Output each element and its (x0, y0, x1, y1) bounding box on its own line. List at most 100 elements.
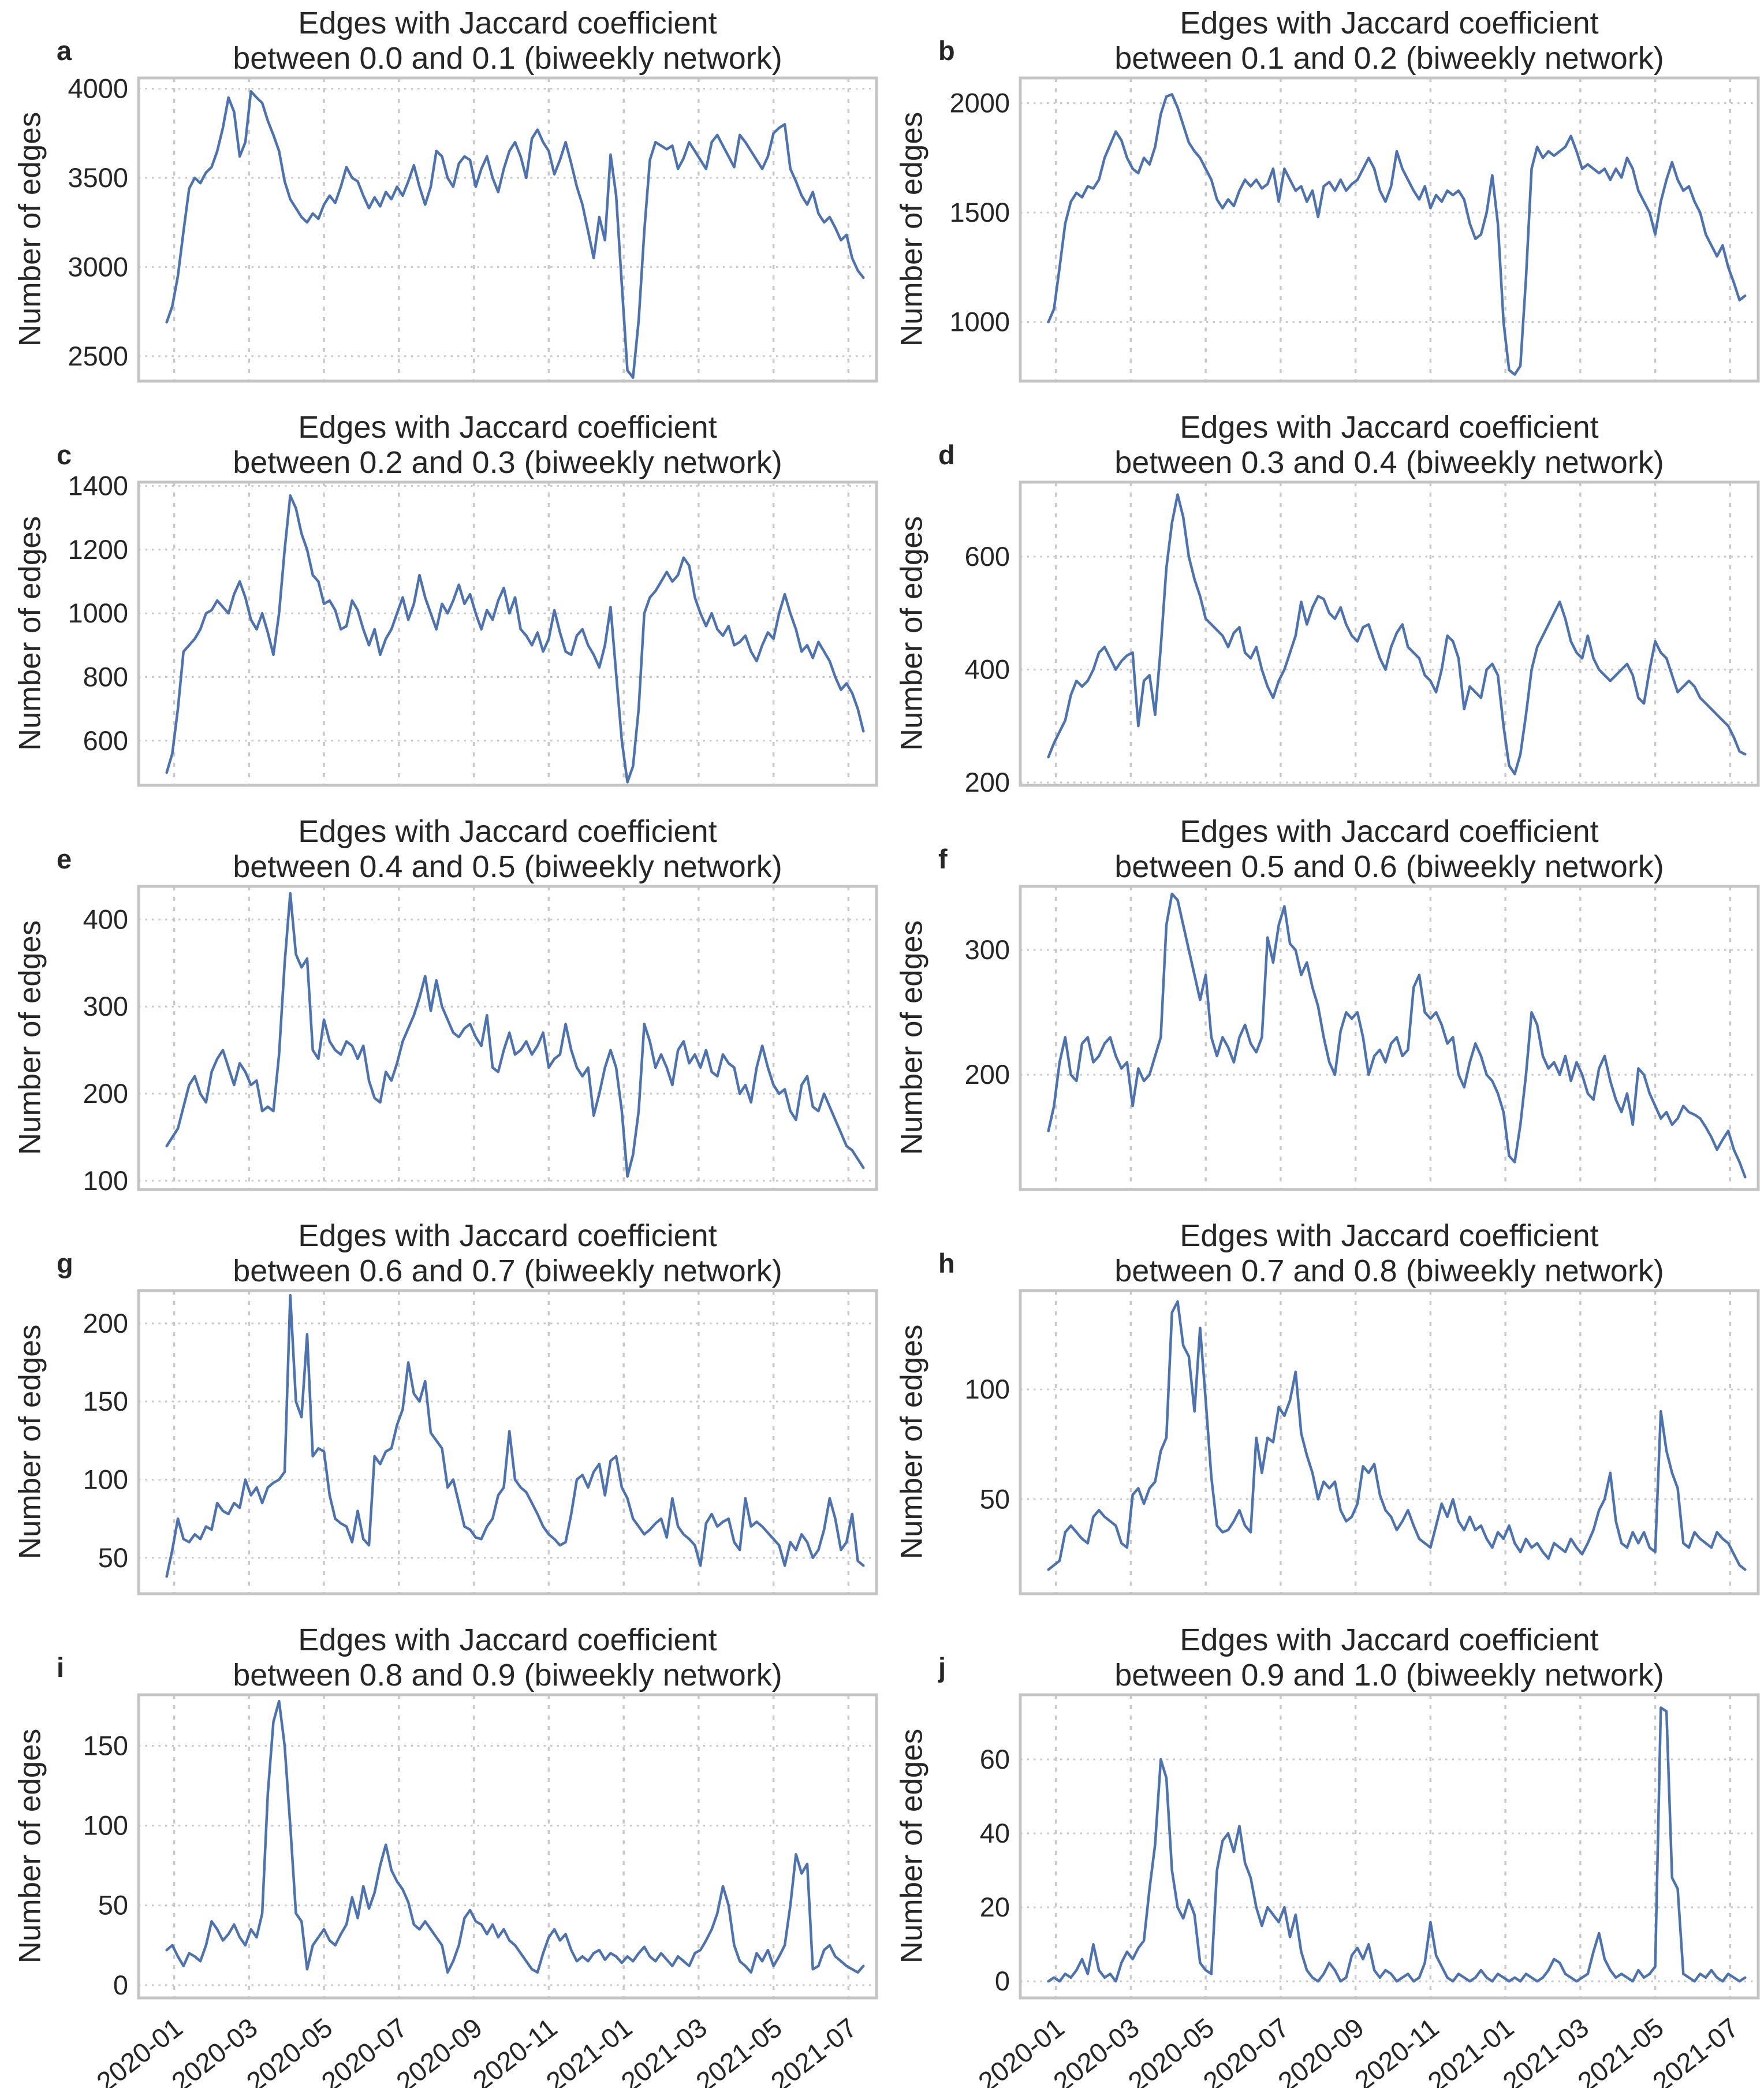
plot-border (137, 76, 878, 383)
y-tick-label: 1200 (68, 534, 128, 565)
chart-title: Edges with Jaccard coefficient between 0… (1020, 6, 1758, 76)
y-tick-label: 150 (83, 1730, 128, 1761)
plot-background (1020, 78, 1758, 381)
series-line (1047, 1706, 1747, 1983)
subplot-d: 200 400 600 d Edges with Jaccard coefficie… (882, 404, 1764, 808)
chart-title: Edges with Jaccard coefficient between 0… (139, 1623, 877, 1693)
y-tick-label: 100 (83, 1464, 128, 1494)
y-tick-label: 400 (83, 904, 128, 934)
plot-border (1019, 480, 1760, 787)
chart-title-line1: Edges with Jaccard coefficient (298, 1218, 717, 1253)
y-axis-label: Number of edges (894, 111, 929, 347)
panel-letter-e: e (57, 844, 72, 874)
plot-background (1020, 1291, 1758, 1594)
subplot-h: 50 100 h Edges with Jaccard coefficient b… (882, 1213, 1764, 1617)
panel-letter-g: g (57, 1248, 73, 1278)
y-tick-label: 4000 (68, 73, 128, 104)
plot-background (1020, 886, 1758, 1190)
y-axis-label: Number of edges (13, 1324, 47, 1560)
subplot-f: 200 300 f Edges with Jaccard coefficient … (882, 808, 1764, 1213)
chart-title: Edges with Jaccard coefficient between 0… (1020, 1623, 1758, 1693)
y-axis-label: Number of edges (13, 111, 47, 347)
panel-letter-j: j (938, 1652, 946, 1683)
chart-title-line1: Edges with Jaccard coefficient (298, 410, 717, 445)
y-tick-label: 300 (83, 991, 128, 1021)
y-tick-label: 150 (83, 1386, 128, 1416)
plot-border (1019, 1289, 1760, 1595)
plot-border (1019, 76, 1760, 383)
y-tick-label: 100 (965, 1374, 1010, 1404)
panel-letter-a: a (57, 35, 72, 66)
plot-area: 200 400 600 (965, 480, 1760, 797)
series-line (165, 892, 865, 1178)
plot-border (1019, 885, 1760, 1191)
chart-title-line2: between 0.2 and 0.3 (biweekly network) (233, 445, 782, 480)
panel-letter-h: h (938, 1248, 955, 1278)
y-tick-label: 40 (980, 1818, 1010, 1848)
y-tick-label: 200 (965, 1059, 1010, 1090)
x-tick-label: 2021-07 (765, 2012, 863, 2088)
y-tick-label: 20 (980, 1892, 1010, 1922)
chart-title: Edges with Jaccard coefficient between 0… (1020, 1218, 1758, 1289)
chart-title-line2: between 0.6 and 0.7 (biweekly network) (233, 1254, 782, 1288)
subplot-i: 0 50 100 150 2020-01 2020-03 2020-05 2020-07 202… (0, 1617, 882, 2088)
y-tick-label: 400 (965, 654, 1010, 685)
plot-border (1019, 1693, 1760, 2000)
y-tick-label: 50 (98, 1890, 128, 1921)
series-line (165, 1699, 865, 1974)
chart-title-line1: Edges with Jaccard coefficient (298, 1623, 717, 1657)
y-tick-label: 800 (83, 662, 128, 692)
y-tick-label: 50 (980, 1483, 1010, 1514)
panel-letter-c: c (57, 439, 72, 470)
chart-title-line1: Edges with Jaccard coefficient (1180, 6, 1599, 40)
y-tick-label: 300 (965, 934, 1010, 965)
plot-area: 100 200 300 400 (83, 885, 878, 1196)
panel-letter-i: i (57, 1652, 65, 1683)
series-line (165, 1293, 865, 1578)
subplot-g: 50 100 150 200 g Edges with Jaccard coeffic… (0, 1213, 882, 1617)
plot-area: 50 100 150 200 (83, 1289, 878, 1595)
chart-title-line2: between 0.8 and 0.9 (biweekly network) (233, 1658, 782, 1692)
series-line (165, 494, 865, 784)
plot-area: 600 800 1000 1200 1400 (68, 471, 878, 787)
chart-title: Edges with Jaccard coefficient between 0… (139, 6, 877, 76)
y-tick-label: 1000 (949, 307, 1010, 337)
y-tick-label: 200 (83, 1308, 128, 1338)
plot-border (137, 1693, 878, 2000)
chart-title-line2: between 0.0 and 0.1 (biweekly network) (233, 41, 782, 76)
y-tick-label: 60 (980, 1744, 1010, 1774)
subplot-e: 100 200 300 400 e Edges with Jaccard coeffi… (0, 808, 882, 1213)
y-tick-label: 2500 (68, 341, 128, 371)
y-tick-label: 200 (83, 1078, 128, 1109)
chart-title-line1: Edges with Jaccard coefficient (1180, 410, 1599, 445)
chart-title-line1: Edges with Jaccard coefficient (1180, 1218, 1599, 1253)
y-tick-label: 200 (965, 767, 1010, 797)
y-tick-label: 0 (113, 1970, 128, 2000)
chart-title-line2: between 0.4 and 0.5 (biweekly network) (233, 849, 782, 884)
plot-background (139, 482, 877, 785)
y-tick-label: 1400 (68, 471, 128, 501)
chart-title-line2: between 0.1 and 0.2 (biweekly network) (1114, 41, 1664, 76)
y-tick-label: 2000 (949, 88, 1010, 118)
plot-border (137, 1289, 878, 1595)
y-tick-label: 3500 (68, 162, 128, 193)
plot-background (1020, 482, 1758, 785)
y-axis-label: Number of edges (894, 516, 929, 751)
subplot-c: 600 800 1000 1200 1400 c Edges with Jaccard … (0, 404, 882, 808)
plot-background (139, 1695, 877, 1998)
y-axis-label: Number of edges (894, 1324, 929, 1560)
plot-background (139, 78, 877, 381)
chart-title-line1: Edges with Jaccard coefficient (298, 814, 717, 849)
series-line (1047, 892, 1747, 1179)
y-axis-label: Number of edges (894, 920, 929, 1155)
panel-letter-d: d (938, 439, 955, 470)
plot-area: 200 300 (965, 885, 1760, 1191)
y-axis-label: Number of edges (894, 1728, 929, 1964)
plot-border (137, 885, 878, 1191)
series-line (1047, 1300, 1747, 1571)
chart-title-line1: Edges with Jaccard coefficient (298, 6, 717, 40)
subplot-a: 2500 3000 3500 4000 a Edges with Jaccard co… (0, 0, 882, 404)
chart-title: Edges with Jaccard coefficient between 0… (1020, 814, 1758, 885)
series-line (1047, 493, 1747, 775)
